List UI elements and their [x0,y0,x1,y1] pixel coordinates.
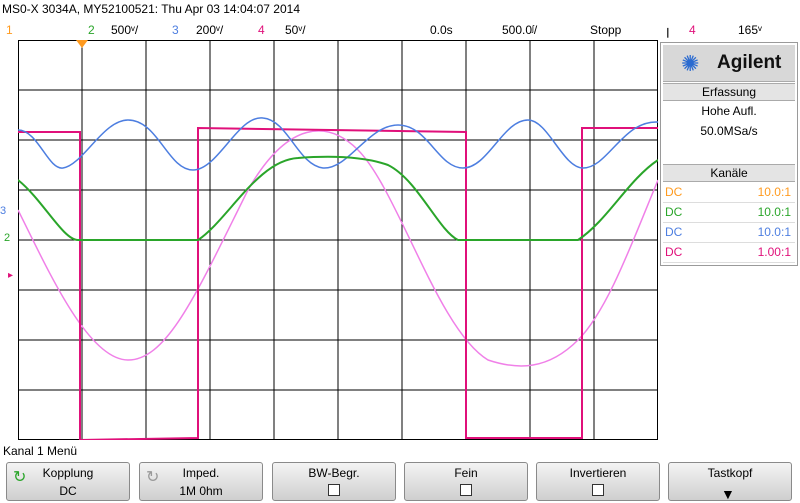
softkey-label: Kopplung [42,466,94,480]
softkey-invert[interactable]: Invertieren [536,462,660,501]
ch1-number: 1 [6,23,13,37]
channel-probe: 10.0:1 [757,225,791,239]
trigger-edge-icon: ꞁ [666,23,670,38]
agilent-logo: ✺ Agilent [663,45,795,82]
channel-coupling: DC [665,245,683,259]
acquisition-header: Erfassung [663,83,795,101]
channel-coupling: DC [665,205,683,219]
channel-row-1: DC 10.0:1 [663,183,795,203]
softkey-coupling[interactable]: ↻ Kopplung DC [6,462,130,501]
run-state: Stopp [590,23,622,37]
softkey-label: Tastkopf [707,466,753,480]
ch4-scale: 50ᵛ/ [285,23,306,37]
trigger-source: 4 [689,23,696,37]
channel-row-4: DC 1.00:1 [663,243,795,263]
ch2-scale: 500ᵛ/ [111,23,139,37]
down-arrow-icon: ▼ [721,486,735,502]
softkey-value: DC [59,484,77,498]
trigger-position-marker [76,40,88,48]
softkey-label: Invertieren [569,466,627,480]
channels-header: Kanäle [663,164,795,182]
channel-probe: 10.0:1 [757,185,791,199]
checkbox-icon [328,484,340,496]
waveform-math [17,130,659,367]
softkey-bar: ↻ Kopplung DC ↻ Imped. 1M 0hm BW-Begr. F… [0,462,800,503]
waveform-ch2 [17,155,659,241]
checkbox-icon [592,484,604,496]
checkbox-icon [460,484,472,496]
ch2-number: 2 [88,23,95,37]
softkey-label: BW-Begr. [308,466,360,480]
softkey-value: 1M 0hm [179,484,223,498]
ch3-ground-marker: 3 [0,205,7,217]
menu-title: Kanal 1 Menü [3,444,78,458]
ch3-number: 3 [172,23,179,37]
ch2-ground-marker: 2 [4,232,11,244]
channel-coupling: DC [665,185,683,199]
softkey-label: Imped. [182,466,220,480]
info-panel: ✺ Agilent Erfassung Hohe Aufl. 50.0MSa/s… [660,42,798,266]
rotary-knob-icon: ↻ [13,469,27,486]
channel-row-2: DC 10.0:1 [663,203,795,223]
rotary-knob-icon: ↻ [146,469,160,486]
agilent-spark-icon: ✺ [681,51,700,76]
channel-row-3: DC 10.0:1 [663,223,795,243]
softkey-impedance[interactable]: ↻ Imped. 1M 0hm [139,462,263,501]
softkey-fine[interactable]: Fein [404,462,528,501]
timebase-scale: 500.0ᶴ/ [502,23,538,37]
channel-probe: 10.0:1 [757,205,791,219]
sample-rate: 50.0MSa/s [700,124,758,138]
channel-probe: 1.00:1 [757,245,791,259]
ch4-ground-marker: ▸ [8,270,14,281]
softkey-bw-limit[interactable]: BW-Begr. [272,462,396,501]
softkey-probe[interactable]: Tastkopf ▼ [668,462,792,502]
trigger-level: 165ᵛ [738,23,762,37]
ch4-number: 4 [258,23,265,37]
horizontal-delay: 0.0s [430,23,453,37]
waveform-ch4 [18,126,658,442]
waveform-ch3 [17,117,659,171]
softkey-label: Fein [454,466,478,480]
brand-name: Agilent [717,52,782,73]
acquisition-mode: Hohe Aufl. [701,104,757,118]
channel-coupling: DC [665,225,683,239]
status-bar: 1 2 500ᵛ/ 3 200ᵛ/ 4 50ᵛ/ 0.0s 500.0ᶴ/ St… [0,22,800,40]
ch3-scale: 200ᵛ/ [196,23,224,37]
waveform-display[interactable] [17,40,659,442]
window-title: MS0-X 3034A, MY52100521: Thu Apr 03 14:0… [2,2,300,16]
